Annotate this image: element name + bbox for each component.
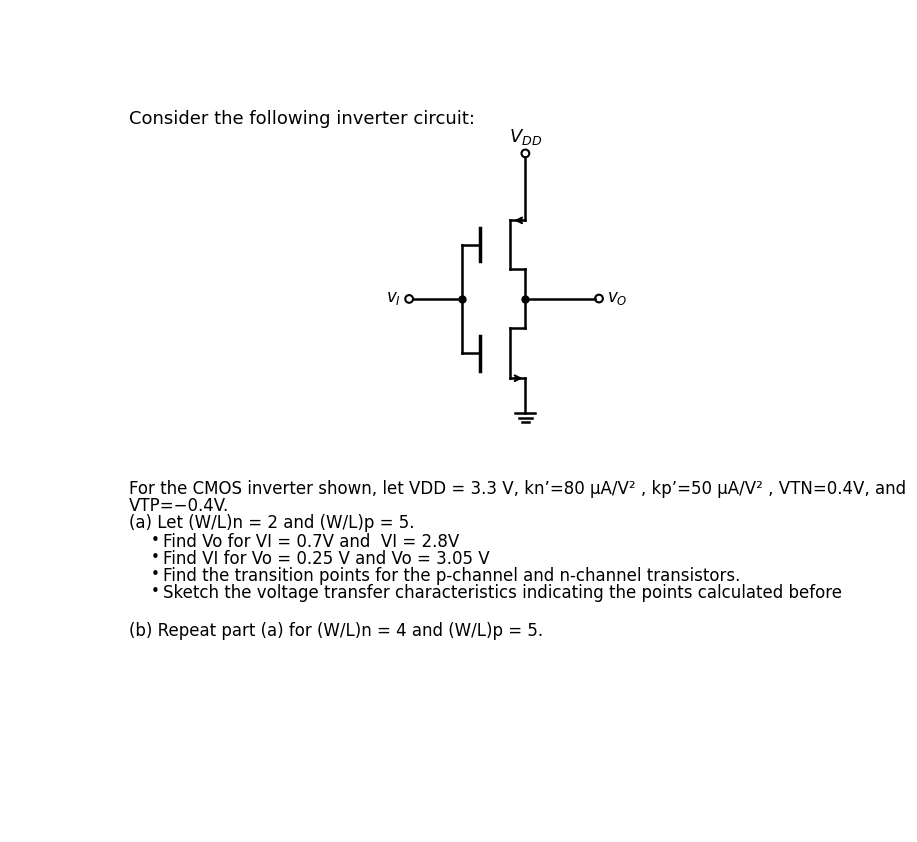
Text: VTP=−0.4V.: VTP=−0.4V. [128, 497, 229, 514]
Text: $V_{DD}$: $V_{DD}$ [509, 127, 542, 147]
Text: Find the transition points for the p-channel and n-channel transistors.: Find the transition points for the p-cha… [162, 567, 740, 585]
Text: •: • [150, 567, 160, 582]
Text: $v_I$: $v_I$ [386, 290, 402, 307]
Text: Find VI for Vo = 0.25 V and Vo = 3.05 V: Find VI for Vo = 0.25 V and Vo = 3.05 V [162, 550, 490, 568]
Text: •: • [150, 550, 160, 565]
Text: Find Vo for VI = 0.7V and  VI = 2.8V: Find Vo for VI = 0.7V and VI = 2.8V [162, 533, 458, 551]
Text: $v_O$: $v_O$ [607, 290, 627, 307]
Text: •: • [150, 533, 160, 548]
Text: (b) Repeat part (a) for (W/L)n = 4 and (W/L)p = 5.: (b) Repeat part (a) for (W/L)n = 4 and (… [128, 621, 543, 640]
Text: For the CMOS inverter shown, let VDD = 3.3 V, kn’=80 μA/V² , kp’=50 μA/V² , VTN=: For the CMOS inverter shown, let VDD = 3… [128, 480, 906, 498]
Text: Sketch the voltage transfer characteristics indicating the points calculated bef: Sketch the voltage transfer characterist… [162, 584, 842, 602]
Text: (a) Let (W/L)n = 2 and (W/L)p = 5.: (a) Let (W/L)n = 2 and (W/L)p = 5. [128, 514, 414, 532]
Text: •: • [150, 584, 160, 599]
Text: Consider the following inverter circuit:: Consider the following inverter circuit: [128, 110, 475, 128]
